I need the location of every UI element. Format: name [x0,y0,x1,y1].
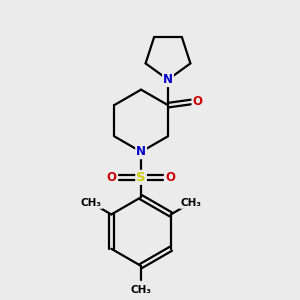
Text: O: O [106,171,117,184]
Text: O: O [166,171,176,184]
Text: N: N [163,73,173,86]
Text: CH₃: CH₃ [180,198,201,208]
Text: O: O [192,95,203,108]
Text: S: S [136,171,146,184]
Text: N: N [136,145,146,158]
Text: CH₃: CH₃ [130,284,152,295]
Text: CH₃: CH₃ [81,198,102,208]
